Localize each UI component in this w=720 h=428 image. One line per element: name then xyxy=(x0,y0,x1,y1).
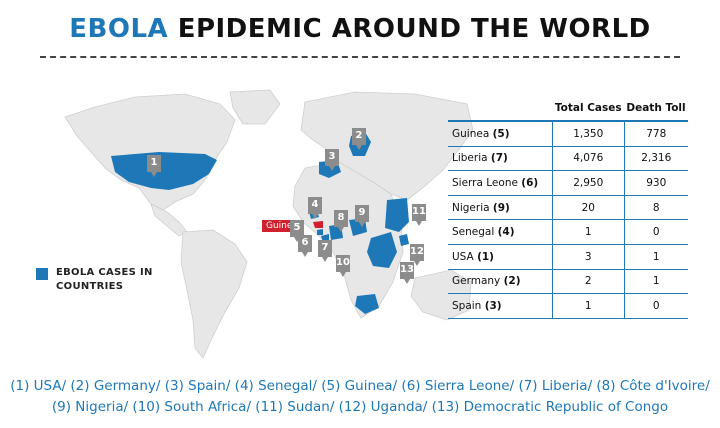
row-country: Spain (3) xyxy=(448,293,553,319)
row-total-cases: 1,350 xyxy=(552,121,625,147)
pin-2: 2 xyxy=(352,128,366,150)
pin-11: 11 xyxy=(412,204,426,226)
central-america-land xyxy=(150,203,188,237)
title-accent: EBOLA xyxy=(69,14,169,44)
row-total-cases: 4,076 xyxy=(552,146,625,172)
country-number: (9) xyxy=(492,201,510,214)
pin-13: 13 xyxy=(400,262,414,284)
row-country: Germany (2) xyxy=(448,269,553,295)
table-row: Germany (2) 2 1 xyxy=(448,269,688,295)
footnote-line-1: (1) USA/ (2) Germany/ (3) Spain/ (4) Sen… xyxy=(10,378,710,394)
header-total-cases: Total Cases xyxy=(552,98,625,122)
pin-10: 10 xyxy=(336,255,350,277)
uganda-highlight xyxy=(399,234,409,246)
row-country: Nigeria (9) xyxy=(448,195,553,221)
country-name: Sierra Leone xyxy=(452,176,518,189)
country-name: Germany xyxy=(452,275,501,288)
pin-12: 12 xyxy=(410,244,424,266)
header-death-toll: Death Toll xyxy=(624,98,688,122)
country-number: (3) xyxy=(484,299,502,312)
row-country: Sierra Leone (6) xyxy=(448,170,553,196)
pin-9: 9 xyxy=(355,205,369,227)
page-title: EBOLA EPIDEMIC AROUND THE WORLD xyxy=(0,14,720,44)
row-death-toll: 8 xyxy=(623,195,688,221)
pin-1: 1 xyxy=(147,155,161,177)
table-row: Spain (3) 1 0 xyxy=(448,293,688,319)
legend-swatch xyxy=(36,268,48,280)
usa-highlight xyxy=(111,152,217,190)
row-total-cases: 20 xyxy=(552,195,625,221)
table-row: Nigeria (9) 20 8 xyxy=(448,195,688,221)
row-total-cases: 2 xyxy=(552,269,625,295)
pin-7: 7 xyxy=(318,240,332,262)
header-country xyxy=(448,98,553,122)
guinea-highlight xyxy=(313,221,323,228)
pin-5: 5 xyxy=(290,220,304,242)
table-row: Guinea (5) 1,350 778 xyxy=(448,121,688,147)
country-number: (5) xyxy=(492,127,510,140)
pin-8: 8 xyxy=(334,210,348,232)
country-number: (7) xyxy=(490,152,508,165)
row-death-toll: 1 xyxy=(623,269,688,295)
country-name: Spain xyxy=(452,299,482,312)
country-name: Senegal xyxy=(452,226,495,239)
row-total-cases: 3 xyxy=(552,244,625,270)
south-america-land xyxy=(180,229,248,359)
row-country: Senegal (4) xyxy=(448,219,553,245)
country-number: (4) xyxy=(497,226,515,239)
row-death-toll: 778 xyxy=(623,121,688,147)
row-death-toll: 1 xyxy=(623,244,688,270)
row-total-cases: 1 xyxy=(552,293,625,319)
legend-label: EBOLA CASES IN COUNTRIES xyxy=(56,267,153,292)
table-row: Liberia (7) 4,076 2,316 xyxy=(448,146,688,172)
country-name: Guinea xyxy=(452,127,490,140)
drc-highlight xyxy=(367,232,397,268)
row-country: Liberia (7) xyxy=(448,146,553,172)
pin-3: 3 xyxy=(325,149,339,171)
country-key-footnote: (1) USA/ (2) Germany/ (3) Spain/ (4) Sen… xyxy=(0,376,720,418)
row-total-cases: 1 xyxy=(552,219,625,245)
title-rest: EPIDEMIC AROUND THE WORLD xyxy=(168,14,651,44)
sierra-leone-highlight xyxy=(317,229,323,235)
footnote-line-2: (9) Nigeria/ (10) South Africa/ (11) Sud… xyxy=(51,399,669,415)
row-death-toll: 2,316 xyxy=(623,146,688,172)
table-row: USA (1) 3 1 xyxy=(448,244,688,270)
south-africa-highlight xyxy=(355,294,379,314)
table-row: Sierra Leone (6) 2,950 930 xyxy=(448,170,688,196)
world-map-svg xyxy=(64,89,474,359)
row-country: Guinea (5) xyxy=(448,121,553,147)
country-name: USA xyxy=(452,250,474,263)
row-death-toll: 0 xyxy=(623,219,688,245)
country-name: Nigeria xyxy=(452,201,490,214)
sudan-highlight xyxy=(385,198,409,232)
greenland-land xyxy=(229,89,281,125)
cases-table: Total Cases Death Toll Guinea (5) 1,350 … xyxy=(448,98,688,319)
north-america-land xyxy=(64,93,236,211)
country-name: Liberia xyxy=(452,152,488,165)
pin-4: 4 xyxy=(308,197,322,219)
country-number: (1) xyxy=(477,250,494,263)
country-number: (6) xyxy=(521,176,539,189)
table-header-row: Total Cases Death Toll xyxy=(448,98,688,122)
row-death-toll: 930 xyxy=(623,170,688,196)
dashed-divider xyxy=(40,56,680,58)
world-map xyxy=(55,82,475,382)
country-number: (2) xyxy=(503,275,521,288)
row-country: USA (1) xyxy=(448,244,553,270)
row-death-toll: 0 xyxy=(623,293,688,319)
table-row: Senegal (4) 1 0 xyxy=(448,219,688,245)
row-total-cases: 2,950 xyxy=(552,170,625,196)
pin-6: 6 xyxy=(298,235,312,257)
